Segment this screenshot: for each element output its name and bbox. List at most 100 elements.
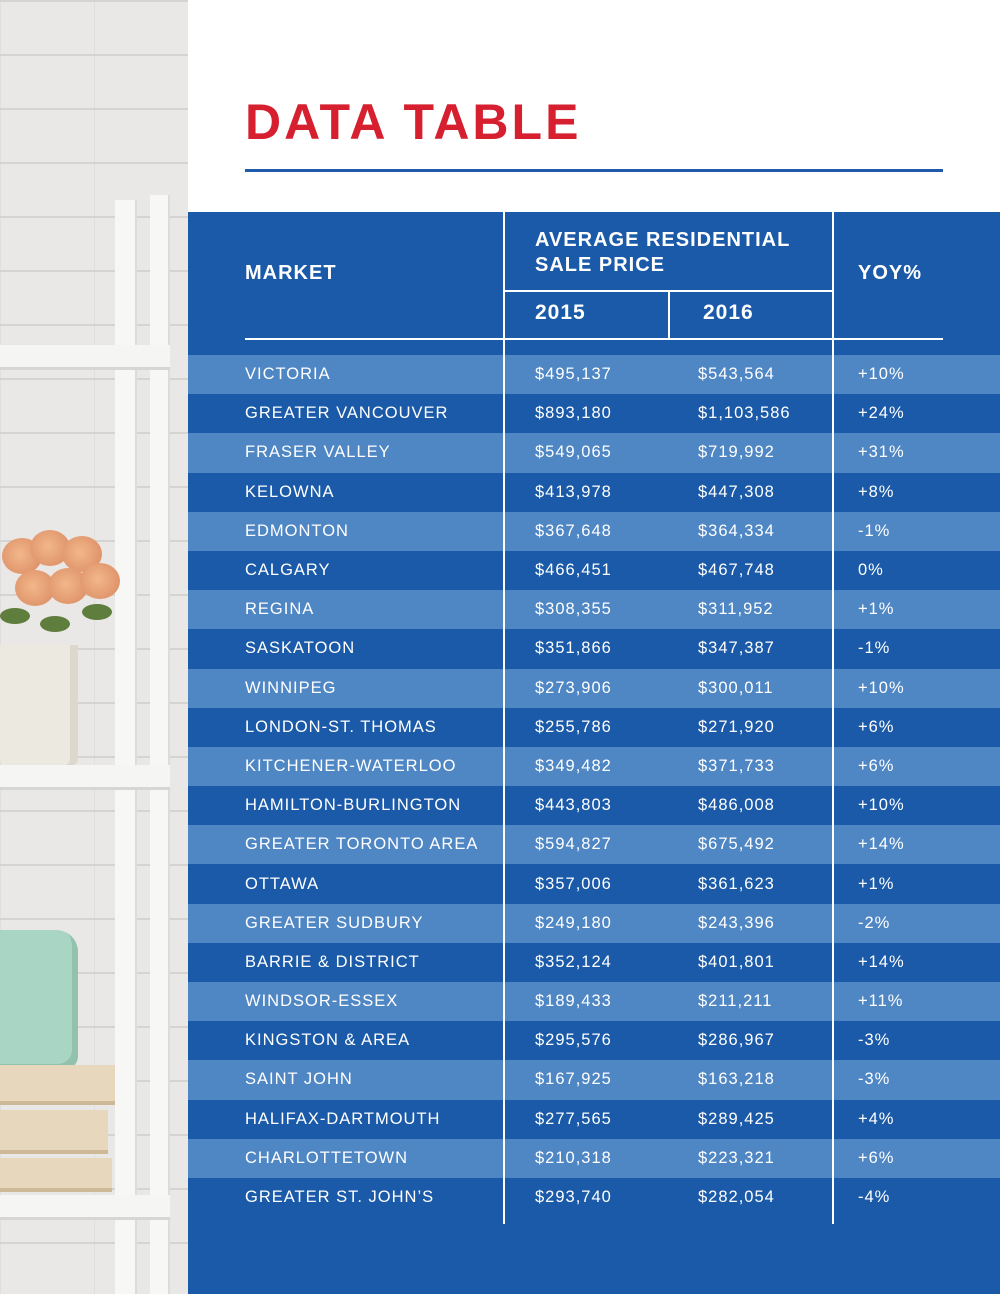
price-2015-cell: $443,803 (535, 796, 612, 815)
market-cell: HALIFAX-DARTMOUTH (245, 1109, 441, 1128)
table-row: KITCHENER-WATERLOO $349,482 $371,733 +6% (188, 746, 1000, 787)
price-2016-cell: $163,218 (698, 1070, 775, 1089)
book-stack (0, 1158, 112, 1192)
table-row: GREATER ST. JOHN’S $293,740 $282,054 -4% (188, 1177, 1000, 1218)
table-row: KELOWNA $413,978 $447,308 +8% (188, 472, 1000, 512)
price-2015-cell: $466,451 (535, 561, 612, 580)
price-2016-cell: $289,425 (698, 1109, 775, 1128)
price-2015-cell: $210,318 (535, 1148, 612, 1167)
table-row: REGINA $308,355 $311,952 +1% (188, 590, 1000, 630)
column-divider (503, 212, 505, 1224)
price-2015-cell: $413,978 (535, 482, 612, 501)
table-row: SASKATOON $351,866 $347,387 -1% (188, 629, 1000, 669)
market-cell: WINNIPEG (245, 678, 337, 697)
market-cell: GREATER ST. JOHN’S (245, 1188, 435, 1207)
price-2015-cell: $167,925 (535, 1070, 612, 1089)
telephone (0, 930, 78, 1070)
market-cell: BARRIE & DISTRICT (245, 952, 420, 971)
price-2016-cell: $543,564 (698, 365, 775, 384)
table-row: CHARLOTTETOWN $210,318 $223,321 +6% (188, 1138, 1000, 1178)
market-cell: OTTAWA (245, 874, 320, 893)
yoy-cell: +6% (858, 1148, 895, 1167)
decorative-photo (0, 0, 188, 1294)
yoy-cell: -4% (858, 1188, 891, 1207)
price-2015-cell: $293,740 (535, 1188, 612, 1207)
market-cell: FRASER VALLEY (245, 443, 391, 462)
price-2016-cell: $311,952 (698, 600, 774, 619)
price-2016-cell: $486,008 (698, 796, 775, 815)
price-2016-cell: $300,011 (698, 678, 774, 697)
price-2015-cell: $249,180 (535, 913, 612, 932)
shelf-board (0, 765, 170, 787)
yoy-cell: -1% (858, 521, 891, 540)
price-2016-cell: $675,492 (698, 835, 775, 854)
price-2015-cell: $594,827 (535, 835, 612, 854)
subheader-divider (503, 290, 834, 292)
market-cell: GREATER SUDBURY (245, 913, 424, 932)
market-cell: KINGSTON & AREA (245, 1031, 411, 1050)
market-cell: KELOWNA (245, 482, 335, 501)
table-row: BARRIE & DISTRICT $352,124 $401,801 +14% (188, 942, 1000, 982)
title-divider (245, 169, 943, 172)
table-row: GREATER VANCOUVER $893,180 $1,103,586 +24% (188, 394, 1000, 434)
column-divider (668, 290, 670, 340)
market-cell: SASKATOON (245, 639, 356, 658)
price-2015-cell: $308,355 (535, 600, 612, 619)
yoy-cell: +24% (858, 404, 905, 423)
price-2015-cell: $893,180 (535, 404, 612, 423)
book-stack (0, 1065, 115, 1105)
market-cell: HAMILTON-BURLINGTON (245, 796, 462, 815)
data-table-body: VICTORIA $495,137 $543,564 +10% GREATER VANC… (188, 355, 1000, 1218)
table-row: WINNIPEG $273,906 $300,011 +10% (188, 668, 1000, 708)
table-row: VICTORIA $495,137 $543,564 +10% (188, 355, 1000, 395)
price-2016-cell: $447,308 (698, 482, 775, 501)
price-2016-cell: $282,054 (698, 1188, 775, 1207)
price-2015-cell: $295,576 (535, 1031, 612, 1050)
price-2016-cell: $347,387 (698, 639, 775, 658)
price-2016-cell: $719,992 (698, 443, 775, 462)
table-row: EDMONTON $367,648 $364,334 -1% (188, 511, 1000, 551)
column-header-average-price: AVERAGE RESIDENTIAL SALE PRICE (535, 229, 790, 276)
table-row: FRASER VALLEY $549,065 $719,992 +31% (188, 433, 1000, 473)
column-header-yoy: YOY% (858, 262, 923, 284)
price-2015-cell: $495,137 (535, 365, 612, 384)
price-2016-cell: $271,920 (698, 717, 775, 736)
market-cell: CALGARY (245, 561, 331, 580)
table-row: CALGARY $466,451 $467,748 0% (188, 550, 1000, 591)
yoy-cell: +4% (858, 1109, 895, 1128)
table-row: SAINT JOHN $167,925 $163,218 -3% (188, 1060, 1000, 1100)
market-cell: REGINA (245, 600, 315, 619)
column-header-2015: 2015 (535, 301, 586, 324)
yoy-cell: +14% (858, 835, 905, 854)
price-2016-cell: $223,321 (698, 1148, 775, 1167)
flower-pot (0, 645, 78, 765)
price-2015-cell: $367,648 (535, 521, 612, 540)
yoy-cell: 0% (858, 561, 884, 580)
book-stack (0, 1110, 108, 1154)
market-cell: KITCHENER-WATERLOO (245, 756, 457, 775)
price-2015-cell: $277,565 (535, 1109, 612, 1128)
price-2016-cell: $1,103,586 (698, 404, 791, 423)
market-cell: LONDON-ST. THOMAS (245, 717, 437, 736)
price-2015-cell: $357,006 (535, 874, 612, 893)
market-cell: VICTORIA (245, 365, 331, 384)
price-2015-cell: $255,786 (535, 717, 612, 736)
price-2015-cell: $189,433 (535, 992, 612, 1011)
yoy-cell: +6% (858, 717, 895, 736)
table-row: OTTAWA $357,006 $361,623 +1% (188, 864, 1000, 904)
market-cell: CHARLOTTETOWN (245, 1148, 409, 1167)
price-2016-cell: $286,967 (698, 1031, 775, 1050)
price-2015-cell: $352,124 (535, 952, 612, 971)
yoy-cell: +6% (858, 756, 895, 775)
price-2016-cell: $364,334 (698, 521, 775, 540)
market-cell: GREATER TORONTO AREA (245, 835, 479, 854)
yoy-cell: +10% (858, 678, 905, 697)
yoy-cell: +1% (858, 600, 895, 619)
yoy-cell: -2% (858, 913, 891, 932)
table-row: LONDON-ST. THOMAS $255,786 $271,920 +6% (188, 707, 1000, 747)
price-2015-cell: $273,906 (535, 678, 612, 697)
yoy-cell: +10% (858, 365, 905, 384)
market-cell: GREATER VANCOUVER (245, 404, 449, 423)
price-2016-cell: $401,801 (698, 952, 775, 971)
yoy-cell: -3% (858, 1031, 891, 1050)
